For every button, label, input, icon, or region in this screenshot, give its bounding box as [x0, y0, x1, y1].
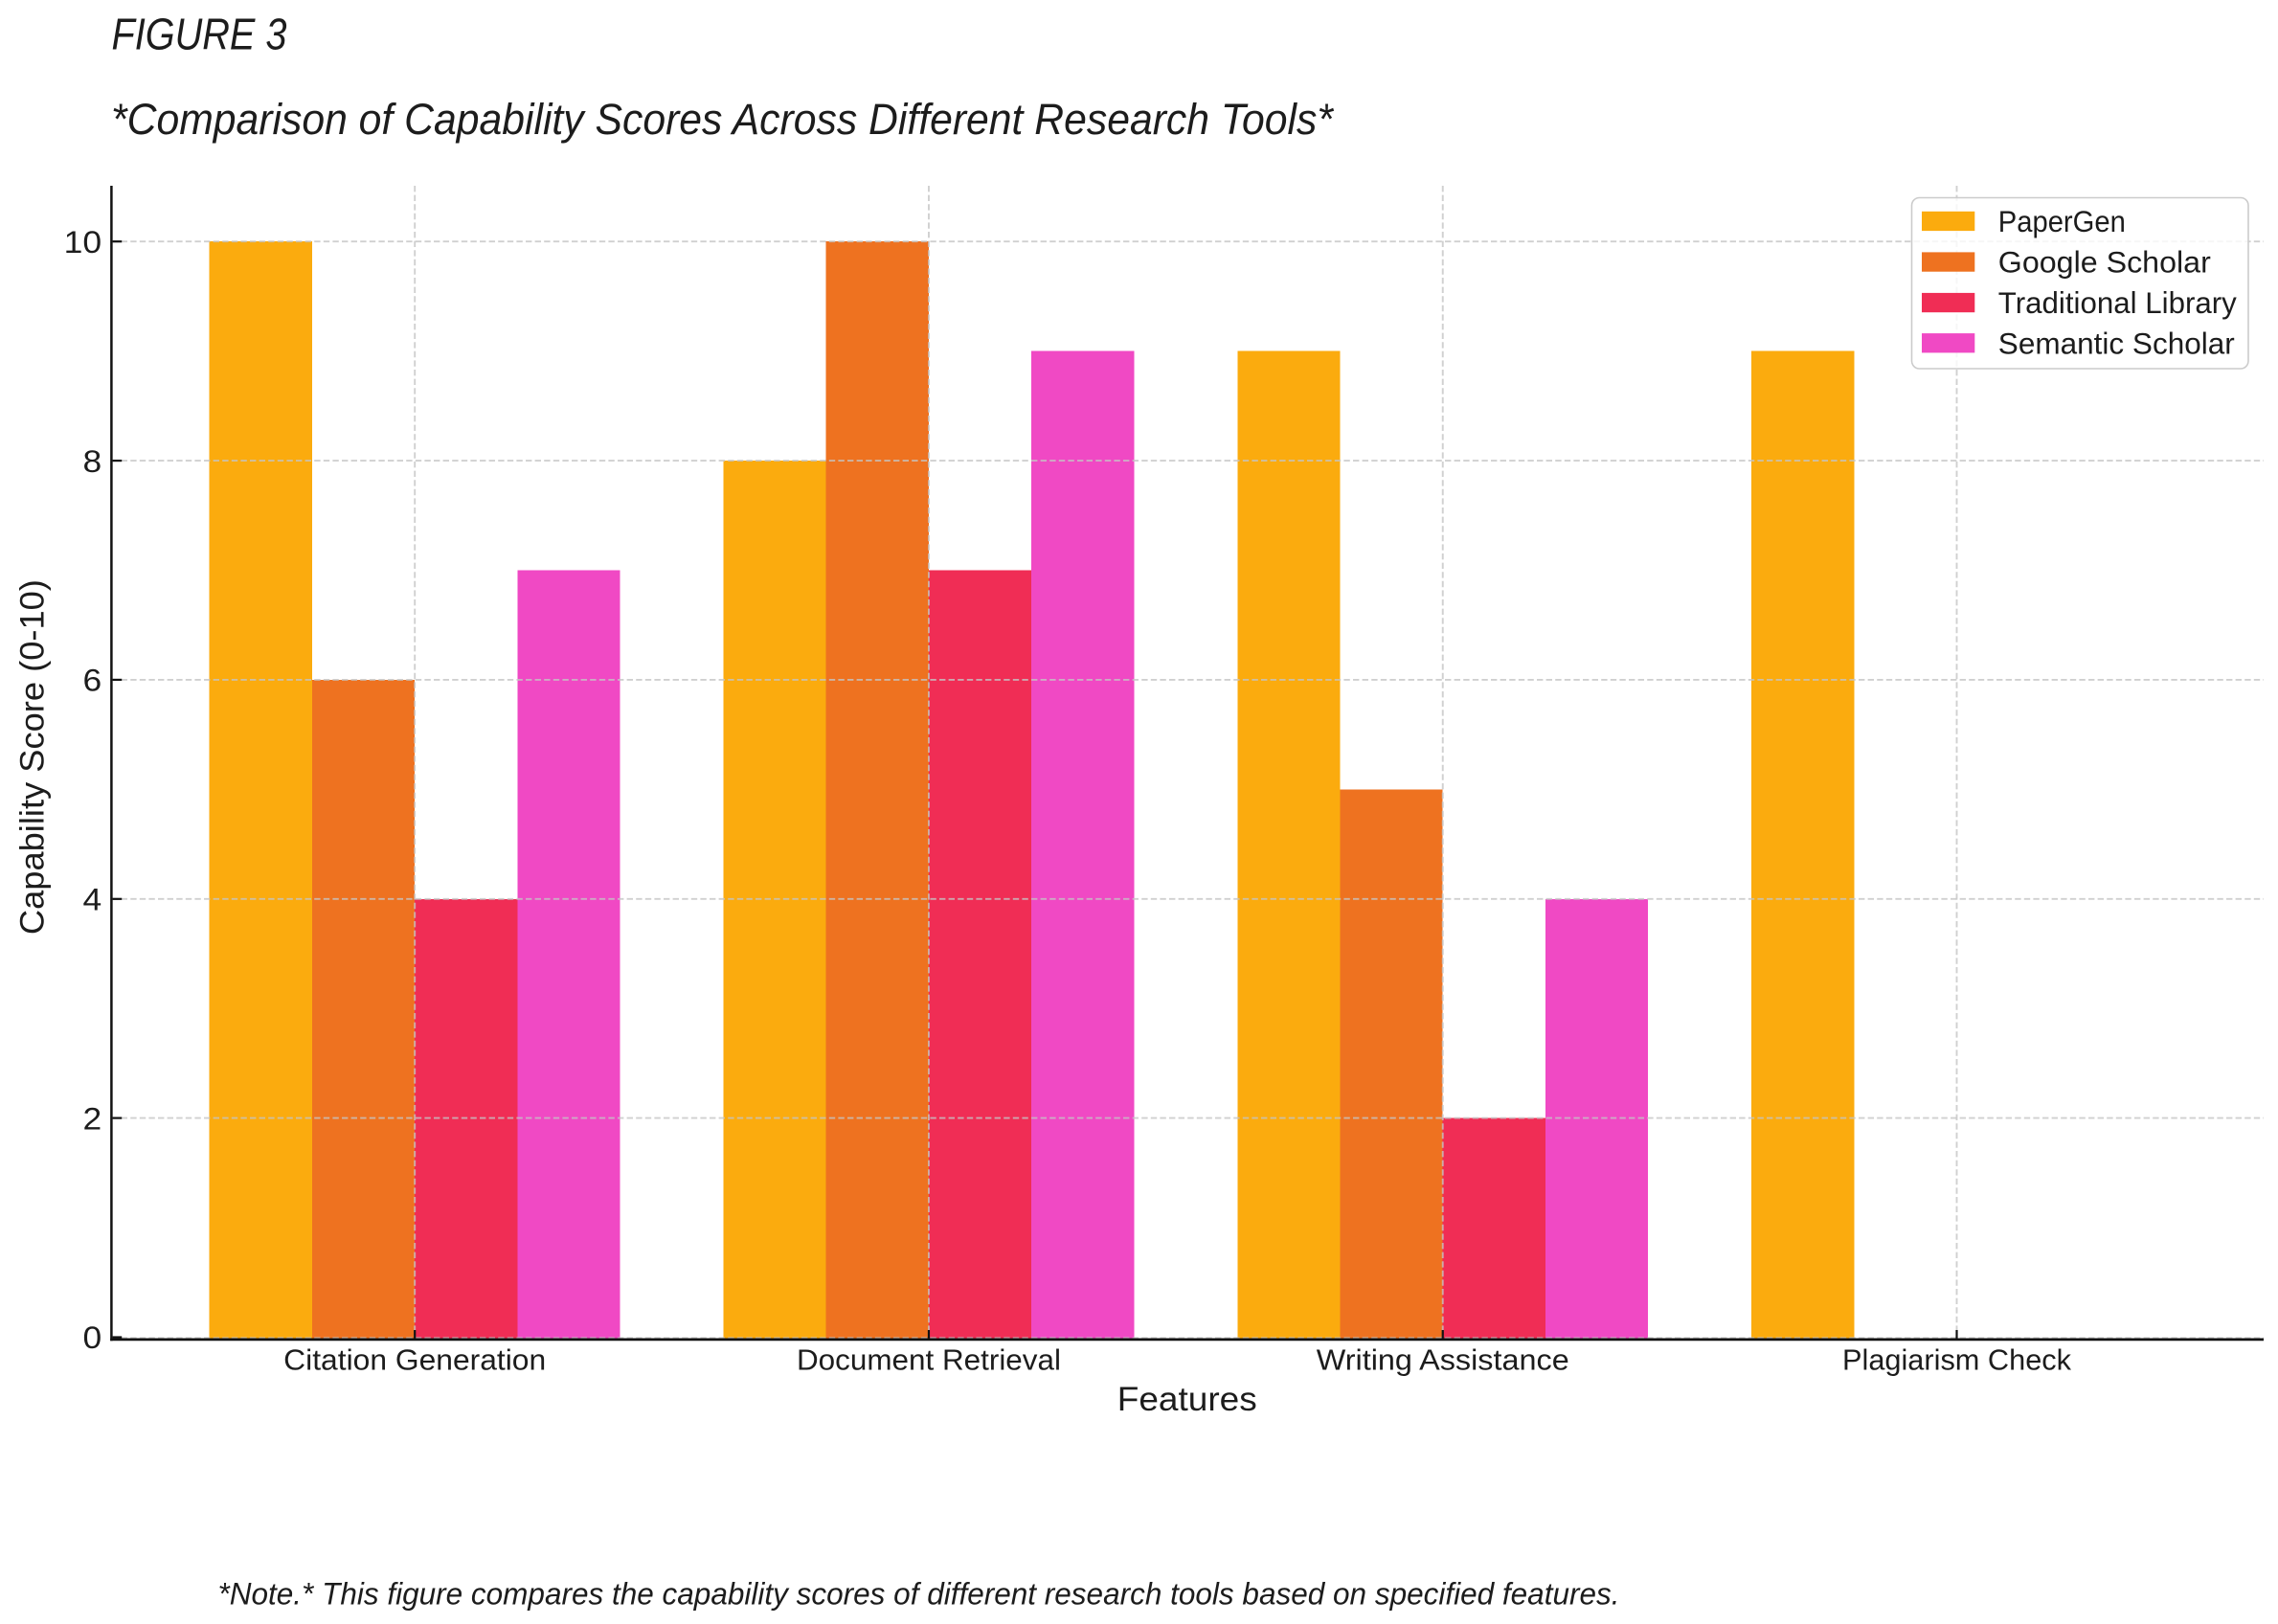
svg-text:6: 6 — [83, 663, 102, 698]
svg-text:2: 2 — [83, 1100, 102, 1136]
svg-text:Capability Score (0-10): Capability Score (0-10) — [13, 579, 51, 935]
svg-text:Google Scholar: Google Scholar — [1998, 246, 2211, 280]
svg-text:10: 10 — [64, 224, 102, 259]
svg-text:PaperGen: PaperGen — [1998, 205, 2126, 238]
svg-text:*Comparison of Capability Scor: *Comparison of Capability Scores Across … — [111, 95, 1334, 144]
svg-text:Features: Features — [1117, 1381, 1257, 1418]
svg-text:Citation Generation: Citation Generation — [283, 1342, 546, 1376]
svg-text:0: 0 — [83, 1320, 102, 1355]
svg-text:8: 8 — [83, 443, 102, 479]
svg-text:Plagiarism Check: Plagiarism Check — [1842, 1342, 2072, 1376]
svg-text:*Note.* This figure compares t: *Note.* This figure compares the capabil… — [218, 1577, 1620, 1612]
svg-text:Semantic Scholar: Semantic Scholar — [1998, 327, 2235, 360]
svg-text:Writing Assistance: Writing Assistance — [1317, 1342, 1569, 1376]
svg-text:Document Retrieval: Document Retrieval — [797, 1342, 1061, 1376]
svg-text:FIGURE 3: FIGURE 3 — [112, 9, 287, 58]
svg-text:4: 4 — [83, 882, 102, 917]
svg-text:Traditional Library: Traditional Library — [1998, 286, 2237, 320]
